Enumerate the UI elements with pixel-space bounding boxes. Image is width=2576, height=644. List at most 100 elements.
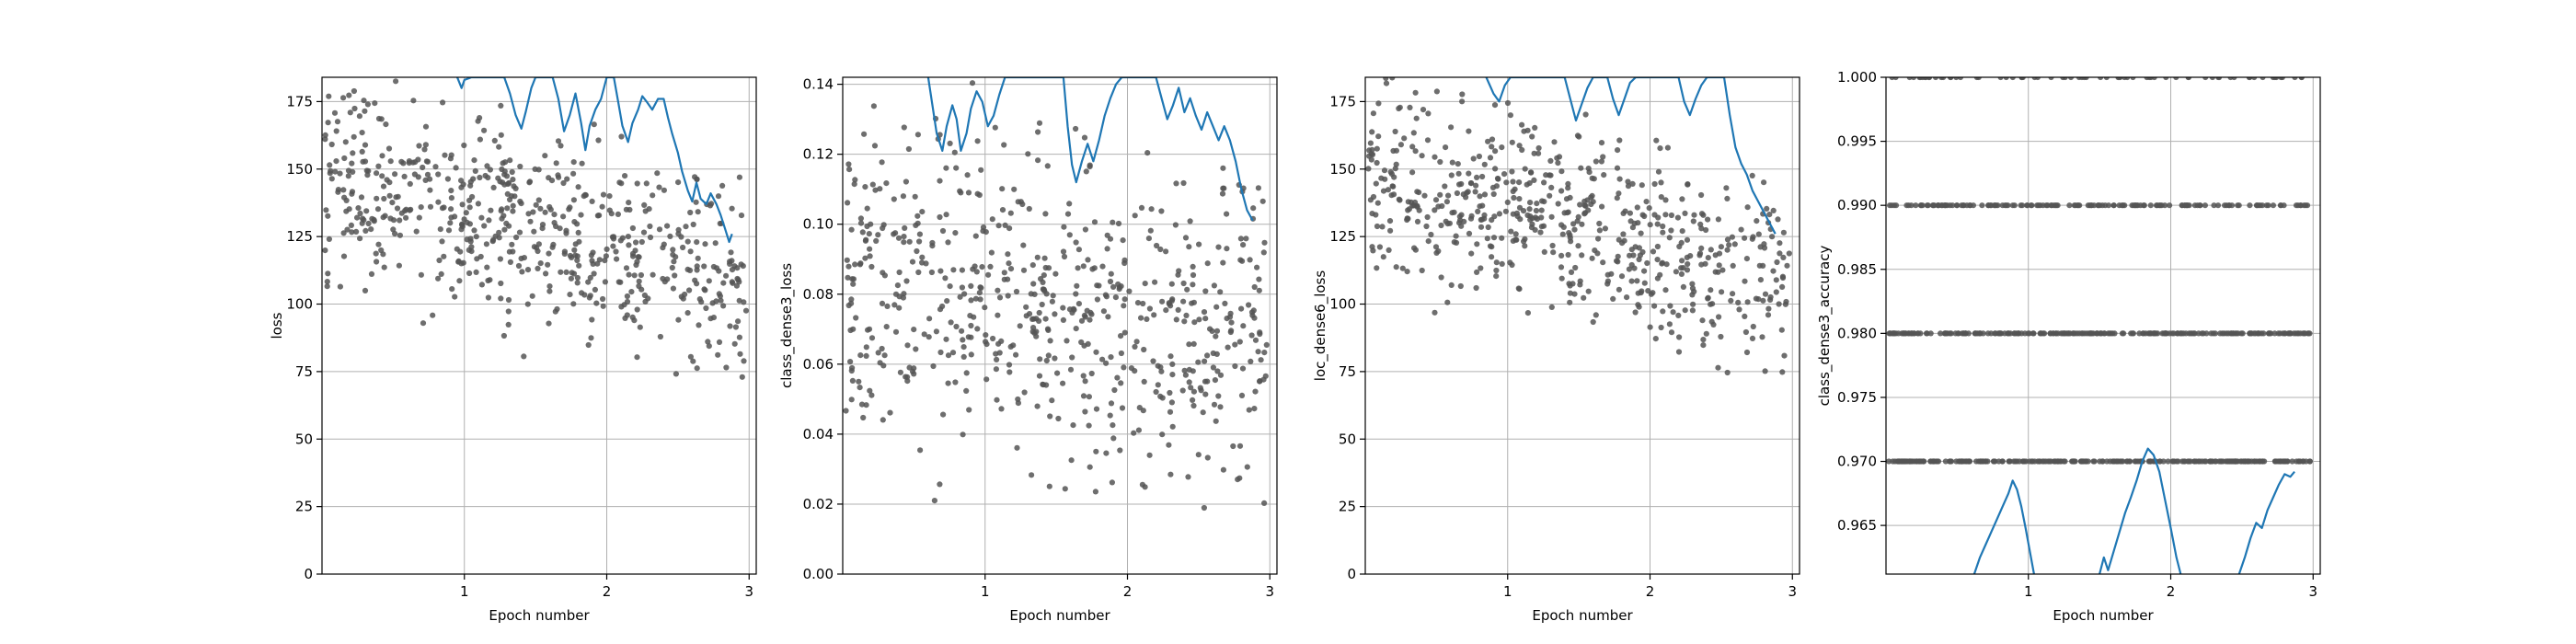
scatter-point-3-405 xyxy=(1454,190,1460,197)
scatter-point-1-451 xyxy=(643,180,650,187)
scatter-point-4-696 xyxy=(2230,458,2237,465)
scatter-point-4-448 xyxy=(2093,330,2100,337)
scatter-point-3-113 xyxy=(1534,201,1540,207)
scatter-point-4-60 xyxy=(2115,77,2122,81)
scatter-point-2-70 xyxy=(1060,305,1066,311)
scatter-point-2-524 xyxy=(939,303,946,310)
scatter-point-1-477 xyxy=(506,248,513,255)
scatter-point-2-150 xyxy=(867,253,873,259)
scatter-point-1-263 xyxy=(623,265,630,271)
scatter-point-2-338 xyxy=(862,255,868,261)
scatter-point-2-298 xyxy=(994,397,1000,403)
scatter-point-3-160 xyxy=(1511,194,1517,201)
scatter-point-2-602 xyxy=(1159,298,1166,305)
scatter-point-2-180 xyxy=(1103,450,1110,456)
scatter-point-2-230 xyxy=(843,408,849,414)
scatter-point-4-171 xyxy=(2281,202,2287,209)
scatter-point-1-322 xyxy=(467,182,474,189)
scatter-point-1-510 xyxy=(464,219,470,225)
scatter-point-3-234 xyxy=(1435,247,1442,255)
scatter-point-3-489 xyxy=(1697,221,1704,227)
scatter-point-1-147 xyxy=(368,226,374,233)
scatter-point-4-677 xyxy=(2147,458,2154,465)
scatter-point-1-533 xyxy=(535,167,542,173)
scatter-point-3-109 xyxy=(1485,138,1491,144)
scatter-point-4-434 xyxy=(1915,330,1921,337)
scatter-point-1-33 xyxy=(638,271,645,279)
scatter-point-2-499 xyxy=(1042,316,1049,322)
scatter-point-1-210 xyxy=(322,136,328,143)
scatter-point-4-387 xyxy=(2208,330,2214,337)
scatter-point-2-82 xyxy=(1005,293,1011,299)
scatter-point-4-36 xyxy=(2231,77,2237,81)
scatter-point-3-225 xyxy=(1465,189,1471,195)
scatter-point-4-48 xyxy=(1947,77,1954,81)
scatter-point-3-418 xyxy=(1724,369,1731,376)
scatter-point-1-440 xyxy=(539,222,546,228)
scatter-point-3-127 xyxy=(1579,252,1585,259)
scatter-point-1-191 xyxy=(463,210,469,216)
scatter-point-2-453 xyxy=(1086,422,1092,429)
scatter-point-2-66 xyxy=(1075,301,1082,307)
scatter-point-1-414 xyxy=(613,248,619,255)
scatter-point-1-500 xyxy=(594,213,602,219)
scatter-point-4-381 xyxy=(2219,330,2225,337)
x-axis-label-1: Epoch number xyxy=(489,607,590,624)
scatter-point-3-161 xyxy=(1478,265,1484,271)
scatter-point-3-580 xyxy=(1691,212,1697,218)
scatter-point-3-569 xyxy=(1645,288,1651,294)
scatter-point-3-482 xyxy=(1779,274,1787,282)
scatter-point-1-369 xyxy=(629,314,636,320)
scatter-point-2-235 xyxy=(1201,309,1208,316)
scatter-point-4-213 xyxy=(2087,202,2095,209)
scatter-point-2-157 xyxy=(1092,489,1098,495)
scatter-point-1-480 xyxy=(695,209,701,215)
scatter-point-3-317 xyxy=(1644,259,1650,267)
scatter-point-4-522 xyxy=(2048,458,2054,465)
scatter-point-4-151 xyxy=(1913,202,1919,209)
scatter-point-3-492 xyxy=(1602,225,1608,232)
scatter-point-3-503 xyxy=(1674,214,1681,221)
scatter-point-1-455 xyxy=(710,315,718,321)
scatter-point-2-229 xyxy=(868,221,874,227)
scatter-point-2-590 xyxy=(1209,328,1215,334)
scatter-point-2-242 xyxy=(1052,270,1059,277)
scatter-point-2-173 xyxy=(861,131,868,137)
scatter-point-2-169 xyxy=(1035,157,1041,164)
scatter-point-1-187 xyxy=(734,265,741,271)
scatter-point-2-213 xyxy=(901,234,907,240)
scatter-point-3-486 xyxy=(1708,247,1714,253)
scatter-point-2-332 xyxy=(1039,301,1045,308)
scatter-point-1-581 xyxy=(719,182,726,189)
scatter-point-4-46 xyxy=(2103,77,2110,81)
scatter-point-3-379 xyxy=(1742,328,1749,336)
scatter-point-3-235 xyxy=(1616,190,1622,197)
scatter-point-1-359 xyxy=(344,226,351,233)
scatter-point-1-450 xyxy=(375,163,382,169)
scatter-point-2-205 xyxy=(1011,186,1018,192)
scatter-point-3-183 xyxy=(1509,168,1515,175)
scatter-point-1-217 xyxy=(389,200,396,206)
scatter-point-2-457 xyxy=(1132,213,1138,219)
scatter-point-3-421 xyxy=(1369,129,1375,135)
scatter-point-3-390 xyxy=(1590,318,1596,326)
scatter-point-1-26 xyxy=(362,108,368,114)
scatter-point-3-280 xyxy=(1770,207,1777,213)
scatter-point-3-203 xyxy=(1492,148,1499,155)
scatter-point-4-698 xyxy=(1921,458,1927,465)
scatter-point-1-469 xyxy=(626,271,632,278)
scatter-point-1-405 xyxy=(707,202,714,209)
scatter-point-3-258 xyxy=(1590,199,1596,205)
scatter-point-3-386 xyxy=(1778,327,1785,333)
scatter-point-4-619 xyxy=(2030,458,2036,465)
scatter-point-3-375 xyxy=(1673,269,1679,275)
scatter-point-1-592 xyxy=(694,176,700,182)
scatter-point-1-446 xyxy=(684,310,691,316)
scatter-point-4-327 xyxy=(1977,330,1984,337)
scatter-point-2-425 xyxy=(1228,328,1235,334)
scatter-point-1-92 xyxy=(521,353,527,360)
scatter-point-3-441 xyxy=(1390,191,1397,198)
scatter-point-1-501 xyxy=(364,101,371,108)
scatter-point-1-431 xyxy=(656,226,663,233)
scatter-point-3-287 xyxy=(1577,201,1583,208)
